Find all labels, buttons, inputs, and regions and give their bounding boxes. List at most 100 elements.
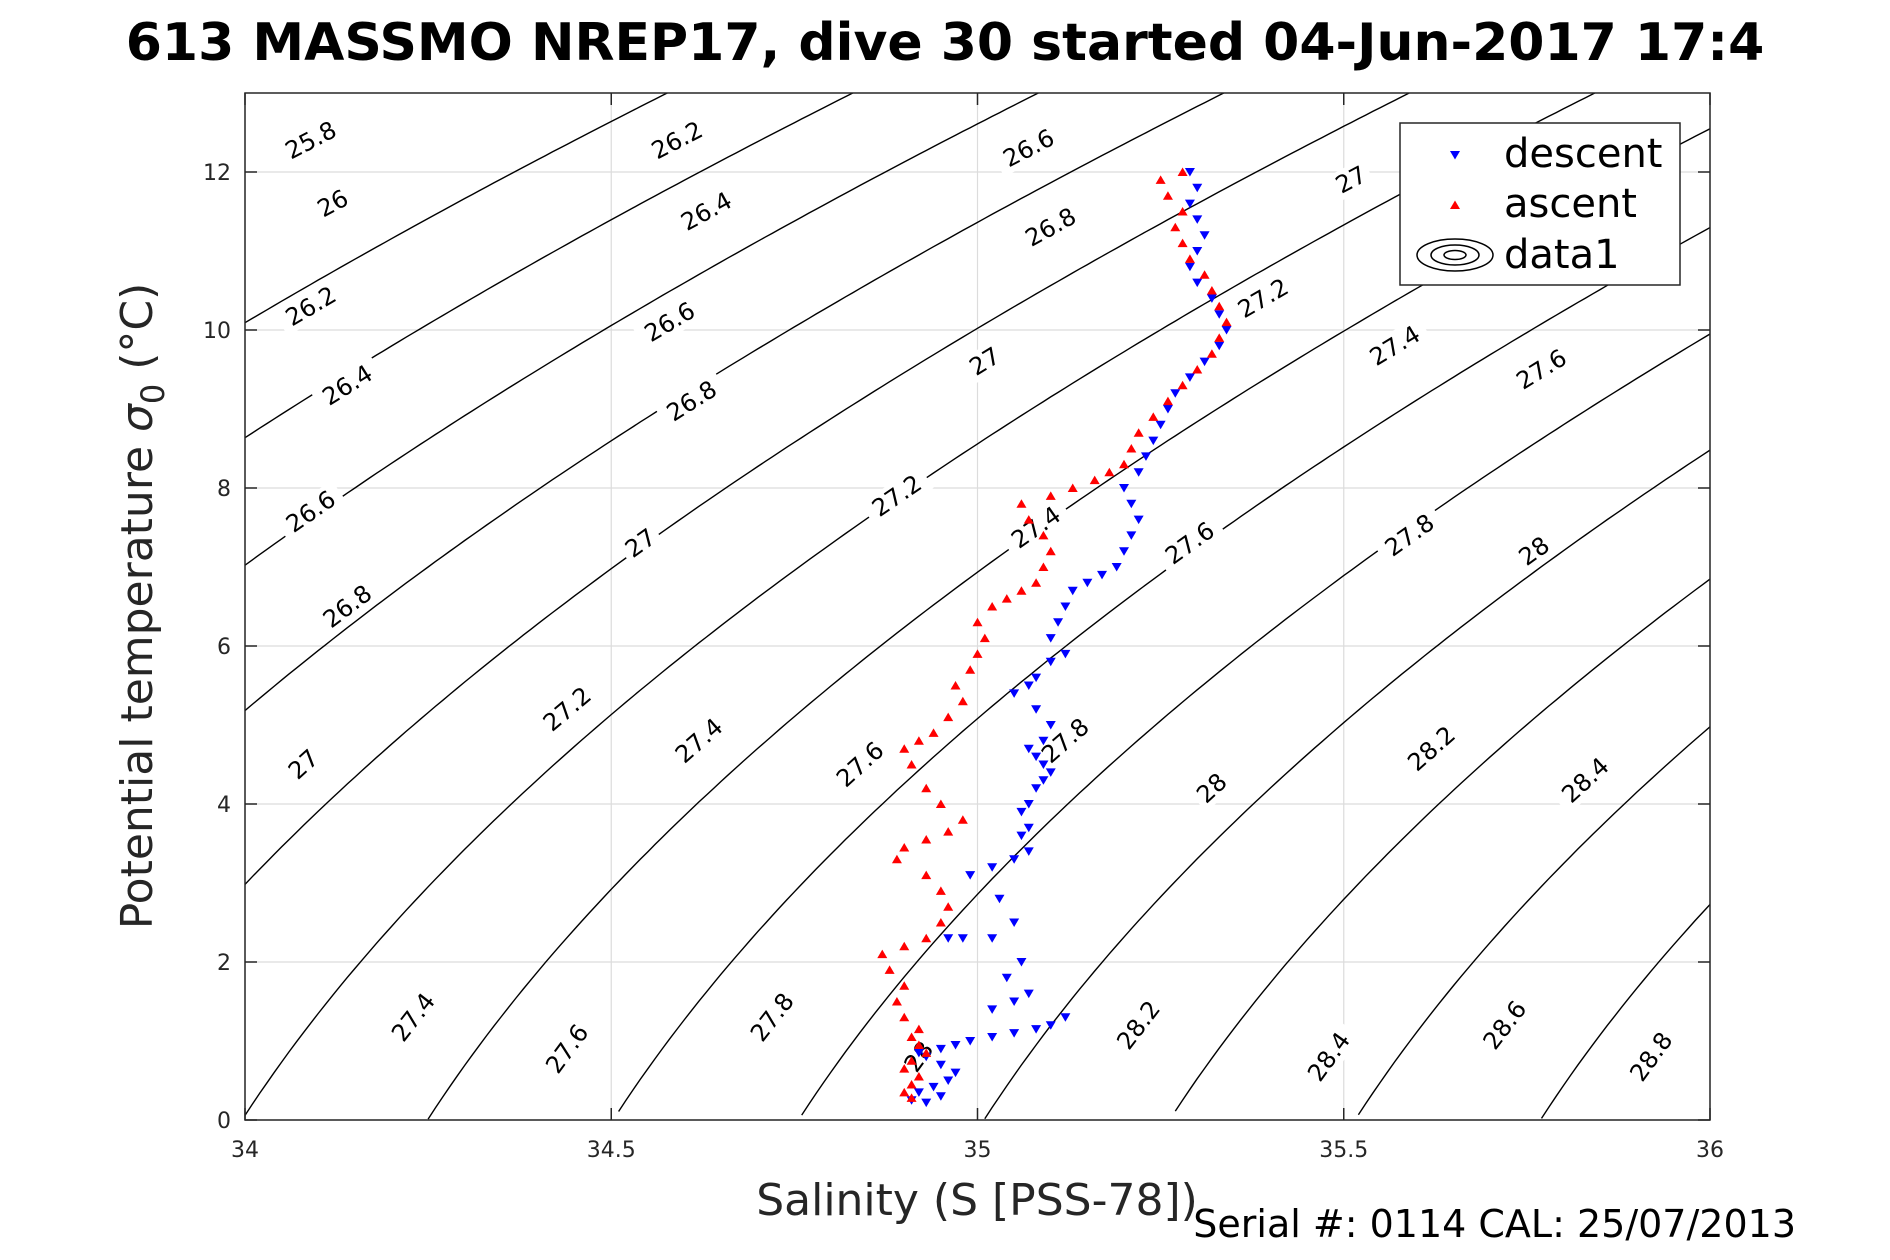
ascent-point-4 xyxy=(899,1064,910,1073)
descent-point-28 xyxy=(965,871,976,880)
ascent-point-67 xyxy=(1170,222,1181,232)
ascent-point-66 xyxy=(1177,238,1188,248)
contour-label-bg-34 xyxy=(1550,746,1621,815)
ascent-point-61 xyxy=(1221,317,1232,327)
ascent-point-45 xyxy=(1038,530,1049,540)
contour-label-bg-31 xyxy=(1509,528,1559,575)
isopycnal-27.2 xyxy=(618,226,1710,1112)
y-axis-label-unit: (°C) xyxy=(112,283,163,384)
ascent-point-43 xyxy=(1038,562,1049,571)
x-tick-label-3: 35.5 xyxy=(1319,1138,1368,1163)
descent-point-52 xyxy=(1060,602,1071,611)
descent-point-37 xyxy=(1038,776,1049,785)
descent-point-62 xyxy=(1133,468,1144,477)
descent-point-74 xyxy=(1192,278,1203,288)
contour-label-bg-23 xyxy=(1029,707,1101,775)
ascent-point-39 xyxy=(987,602,998,611)
ascent-point-30 xyxy=(913,736,924,745)
contour-label-bg-7 xyxy=(380,981,447,1054)
ascent-point-3 xyxy=(913,1072,924,1081)
contour-label-bg-14 xyxy=(663,707,735,775)
ascent-point-38 xyxy=(972,617,983,627)
y-axis-label: Potential temperature σ0 (°C) xyxy=(112,283,172,930)
ascent-point-6 xyxy=(921,1048,932,1057)
descent-point-50 xyxy=(1045,634,1056,643)
ascent-point-0 xyxy=(906,1093,917,1102)
descent-point-72 xyxy=(1214,310,1225,319)
ascent-point-33 xyxy=(957,696,968,706)
ascent-point-27 xyxy=(921,783,932,793)
y-tick-label-5: 10 xyxy=(203,319,231,344)
descent-point-27 xyxy=(994,894,1005,904)
ascent-point-19 xyxy=(935,886,946,895)
descent-point-57 xyxy=(1119,547,1129,556)
descent-point-26 xyxy=(1009,918,1020,927)
ascent-point-37 xyxy=(979,633,990,643)
isopycnal-26 xyxy=(245,93,855,439)
descent-point-43 xyxy=(1045,721,1056,730)
ascent-point-24 xyxy=(943,827,954,836)
contour-label-bg-16 xyxy=(824,730,896,799)
descent-point-66 xyxy=(1162,405,1173,414)
ascent-point-70 xyxy=(1155,175,1166,184)
ascent-point-15 xyxy=(899,941,910,951)
ascent-point-8 xyxy=(906,1032,917,1042)
descent-point-75 xyxy=(1184,262,1195,272)
descent-point-35 xyxy=(1023,800,1034,809)
descent-point-70 xyxy=(1214,341,1225,351)
descent-point-73 xyxy=(1206,294,1217,303)
ascent-point-63 xyxy=(1206,286,1217,295)
contour-label-bg-37 xyxy=(1472,988,1538,1062)
ascent-point-40 xyxy=(1001,594,1012,603)
descent-point-23 xyxy=(987,934,998,943)
series-ascent xyxy=(877,167,1232,1102)
descent-point-36 xyxy=(1031,784,1042,793)
contour-label-bg-12 xyxy=(616,520,665,567)
ascent-point-46 xyxy=(1023,515,1034,524)
isopycnal-28.2 xyxy=(1540,903,1710,1119)
ascent-point-47 xyxy=(1016,499,1027,508)
contour-label-bg-20 xyxy=(960,339,1010,384)
isopycnal-27 xyxy=(427,128,1710,1120)
ascent-point-23 xyxy=(921,835,932,844)
x-tick-labels: 34 34.5 35 35.5 36 xyxy=(231,1138,1724,1163)
contour-label-bg-38 xyxy=(1619,1020,1684,1094)
contour-label-bg-27 xyxy=(1225,268,1301,329)
ascent-point-71 xyxy=(1177,167,1188,176)
ascent-point-16 xyxy=(921,933,932,943)
y-axis-label-subscript: 0 xyxy=(134,384,172,404)
descent-point-38 xyxy=(1045,768,1056,777)
data-series xyxy=(877,167,1232,1108)
contour-label-bg-15 xyxy=(535,1012,600,1086)
descent-point-58 xyxy=(1126,531,1137,540)
descent-point-44 xyxy=(1031,705,1042,714)
descent-point-69 xyxy=(1199,357,1210,367)
descent-point-6 xyxy=(950,1068,961,1078)
ascent-point-2 xyxy=(906,1079,917,1089)
descent-point-55 xyxy=(1097,570,1108,580)
legend: descent ascent data1 xyxy=(1399,122,1681,286)
descent-point-12 xyxy=(965,1037,976,1046)
ascent-point-52 xyxy=(1119,459,1129,469)
ascent-point-58 xyxy=(1192,365,1203,374)
contour-label-bg-1 xyxy=(308,181,358,226)
isopycnal-26.4 xyxy=(245,93,1226,712)
ascent-point-20 xyxy=(921,870,932,880)
ascent-point-49 xyxy=(1067,483,1078,492)
ascent-point-56 xyxy=(1162,396,1173,406)
descent-point-76 xyxy=(1192,247,1203,256)
contour-label-bg-19 xyxy=(1013,198,1089,257)
ascent-point-22 xyxy=(899,842,910,852)
descent-point-47 xyxy=(1031,673,1042,683)
ascent-point-26 xyxy=(935,799,946,808)
contour-label-bg-30 xyxy=(1373,503,1447,568)
ascent-point-50 xyxy=(1089,475,1100,485)
legend-label-ascent: ascent xyxy=(1504,181,1637,227)
ascent-point-14 xyxy=(877,949,888,959)
contour-label-bg-21 xyxy=(860,464,934,528)
descent-point-22 xyxy=(1016,958,1027,967)
descent-point-68 xyxy=(1184,373,1195,382)
descent-point-7 xyxy=(935,1060,946,1070)
descent-point-1 xyxy=(921,1098,932,1108)
